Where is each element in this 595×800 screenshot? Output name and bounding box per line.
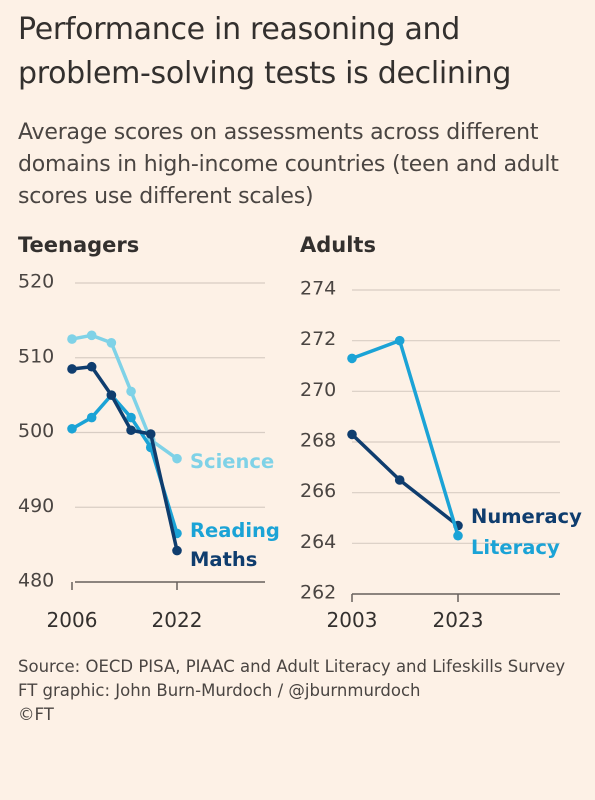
data-point-maths <box>67 364 77 374</box>
series-line-maths <box>70 364 179 553</box>
series-label-numeracy: Numeracy <box>471 505 582 528</box>
data-point-maths <box>86 361 97 372</box>
copyright-note: ©FT <box>18 705 54 724</box>
y-tick-label: 520 <box>18 271 54 293</box>
y-tick-label: 272 <box>300 328 336 350</box>
x-tick-label: 2023 <box>433 608 484 632</box>
data-point-maths <box>172 545 182 556</box>
x-tick-label: 2022 <box>152 608 203 632</box>
panel-title-adults: Adults <box>300 233 376 257</box>
y-tick-label: 268 <box>300 430 336 452</box>
source-note: Source: OECD PISA, PIAAC and Adult Liter… <box>18 657 566 676</box>
series-label-science: Science <box>190 450 274 473</box>
data-point-maths <box>106 390 117 400</box>
data-point-literacy <box>394 335 405 346</box>
y-tick-label: 510 <box>18 345 54 367</box>
series-label-reading: Reading <box>190 519 280 542</box>
data-point-reading <box>67 423 77 434</box>
series-line-literacy <box>350 338 460 538</box>
y-tick-label: 262 <box>300 582 336 604</box>
x-tick-label: 2003 <box>327 608 378 632</box>
series-label-maths: Maths <box>190 548 257 571</box>
data-point-numeracy <box>347 429 357 440</box>
series-line-science <box>70 333 179 461</box>
data-point-literacy <box>347 353 357 364</box>
y-tick-label: 274 <box>300 278 336 300</box>
chart-panel-0: 520 510 500 490 480 2006 2022 Science Reading Mat… <box>18 271 280 633</box>
data-point-maths <box>145 429 156 439</box>
chart-subtitle: Average scores on assessments across dif… <box>18 120 559 209</box>
data-point-literacy <box>453 530 463 541</box>
chart-panel-1: 274 272 270 268 266 264 262 2003 2023 Numeracy Lit… <box>300 278 582 633</box>
y-tick-label: 266 <box>300 480 336 502</box>
data-point-maths <box>126 425 136 436</box>
data-point-reading <box>86 412 97 423</box>
y-tick-label: 270 <box>300 379 336 401</box>
data-point-science <box>126 386 136 397</box>
data-point-science <box>106 338 117 348</box>
y-tick-label: 480 <box>18 570 54 592</box>
data-point-science <box>86 330 97 341</box>
credit-note: FT graphic: John Burn-Murdoch / @jburnmu… <box>18 681 421 700</box>
data-point-science <box>67 334 77 344</box>
y-tick-label: 264 <box>300 531 336 553</box>
panel-title-teenagers: Teenagers <box>18 233 140 257</box>
data-point-numeracy <box>394 475 405 485</box>
footer: Source: OECD PISA, PIAAC and Adult Liter… <box>18 655 583 727</box>
y-tick-label: 500 <box>18 420 54 442</box>
chart-title: Performance in reasoning and problem-sol… <box>18 12 512 91</box>
y-tick-label: 490 <box>18 495 54 517</box>
data-point-science <box>172 453 182 464</box>
x-tick-label: 2006 <box>47 608 98 632</box>
data-point-reading <box>126 412 136 423</box>
series-label-literacy: Literacy <box>471 536 560 559</box>
